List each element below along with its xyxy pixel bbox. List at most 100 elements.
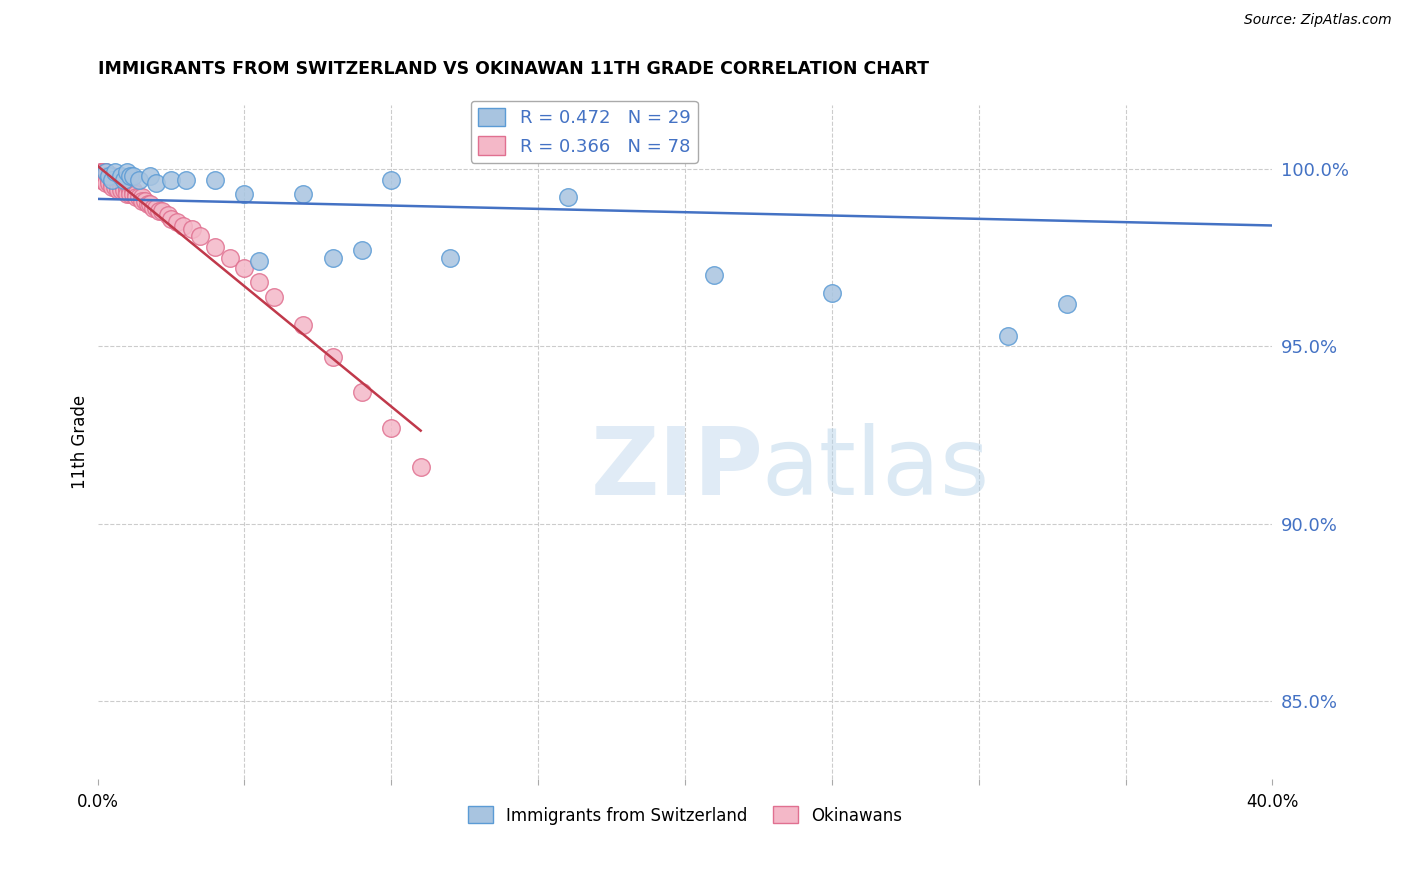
- Point: [96, 165, 118, 179]
- Point: [101, 172, 124, 186]
- Point: [350, 244, 373, 258]
- Point: [292, 318, 315, 332]
- Point: [148, 204, 170, 219]
- Point: [145, 201, 167, 215]
- Point: [112, 172, 135, 186]
- Point: [703, 268, 725, 283]
- Point: [150, 204, 173, 219]
- Point: [174, 172, 197, 186]
- Point: [233, 186, 256, 201]
- Point: [98, 172, 121, 186]
- Point: [380, 172, 402, 186]
- Point: [121, 183, 143, 197]
- Point: [96, 176, 118, 190]
- Point: [263, 289, 285, 303]
- Point: [204, 172, 226, 186]
- Point: [101, 169, 124, 183]
- Point: [115, 183, 138, 197]
- Point: [89, 172, 111, 186]
- Point: [101, 172, 124, 186]
- Point: [98, 172, 121, 186]
- Point: [98, 176, 121, 190]
- Point: [125, 190, 148, 204]
- Point: [115, 186, 138, 201]
- Text: atlas: atlas: [762, 423, 990, 515]
- Point: [104, 176, 127, 190]
- Point: [145, 176, 167, 190]
- Point: [128, 172, 150, 186]
- Point: [1056, 296, 1078, 310]
- Point: [322, 350, 344, 364]
- Point: [218, 251, 240, 265]
- Point: [160, 211, 183, 226]
- Point: [104, 172, 127, 186]
- Y-axis label: 11th Grade: 11th Grade: [72, 395, 89, 489]
- Point: [557, 190, 579, 204]
- Point: [380, 421, 402, 435]
- Point: [204, 240, 226, 254]
- Point: [93, 169, 115, 183]
- Point: [292, 186, 315, 201]
- Point: [98, 169, 121, 183]
- Point: [172, 219, 194, 233]
- Point: [112, 179, 135, 194]
- Point: [104, 172, 127, 186]
- Point: [247, 254, 270, 268]
- Point: [180, 222, 202, 236]
- Point: [233, 261, 256, 276]
- Point: [166, 215, 188, 229]
- Point: [821, 286, 844, 301]
- Point: [134, 194, 156, 208]
- Point: [110, 183, 132, 197]
- Point: [107, 176, 129, 190]
- Point: [115, 165, 138, 179]
- Text: IMMIGRANTS FROM SWITZERLAND VS OKINAWAN 11TH GRADE CORRELATION CHART: IMMIGRANTS FROM SWITZERLAND VS OKINAWAN …: [97, 60, 928, 78]
- Point: [104, 179, 127, 194]
- Point: [96, 172, 118, 186]
- Point: [101, 176, 124, 190]
- Text: ZIP: ZIP: [591, 423, 763, 515]
- Point: [157, 208, 180, 222]
- Point: [98, 169, 121, 183]
- Point: [96, 169, 118, 183]
- Text: 40.0%: 40.0%: [1246, 793, 1299, 811]
- Point: [93, 165, 115, 179]
- Point: [93, 172, 115, 186]
- Point: [139, 169, 162, 183]
- Point: [160, 172, 183, 186]
- Point: [439, 251, 461, 265]
- Point: [98, 169, 121, 183]
- Point: [125, 186, 148, 201]
- Point: [89, 165, 111, 179]
- Point: [107, 183, 129, 197]
- Point: [104, 165, 127, 179]
- Point: [112, 183, 135, 197]
- Point: [121, 169, 143, 183]
- Point: [101, 176, 124, 190]
- Point: [107, 179, 129, 194]
- Point: [118, 169, 141, 183]
- Point: [96, 165, 118, 179]
- Text: Source: ZipAtlas.com: Source: ZipAtlas.com: [1244, 13, 1392, 28]
- Point: [112, 179, 135, 194]
- Point: [96, 169, 118, 183]
- Point: [89, 165, 111, 179]
- Point: [997, 328, 1019, 343]
- Point: [101, 179, 124, 194]
- Point: [136, 197, 159, 211]
- Legend: Immigrants from Switzerland, Okinawans: Immigrants from Switzerland, Okinawans: [461, 800, 908, 831]
- Point: [247, 276, 270, 290]
- Point: [121, 186, 143, 201]
- Point: [93, 165, 115, 179]
- Point: [139, 197, 162, 211]
- Point: [131, 194, 153, 208]
- Point: [104, 176, 127, 190]
- Text: 0.0%: 0.0%: [77, 793, 118, 811]
- Point: [190, 229, 212, 244]
- Point: [409, 459, 432, 474]
- Point: [322, 251, 344, 265]
- Point: [101, 169, 124, 183]
- Point: [110, 176, 132, 190]
- Point: [93, 169, 115, 183]
- Point: [128, 190, 150, 204]
